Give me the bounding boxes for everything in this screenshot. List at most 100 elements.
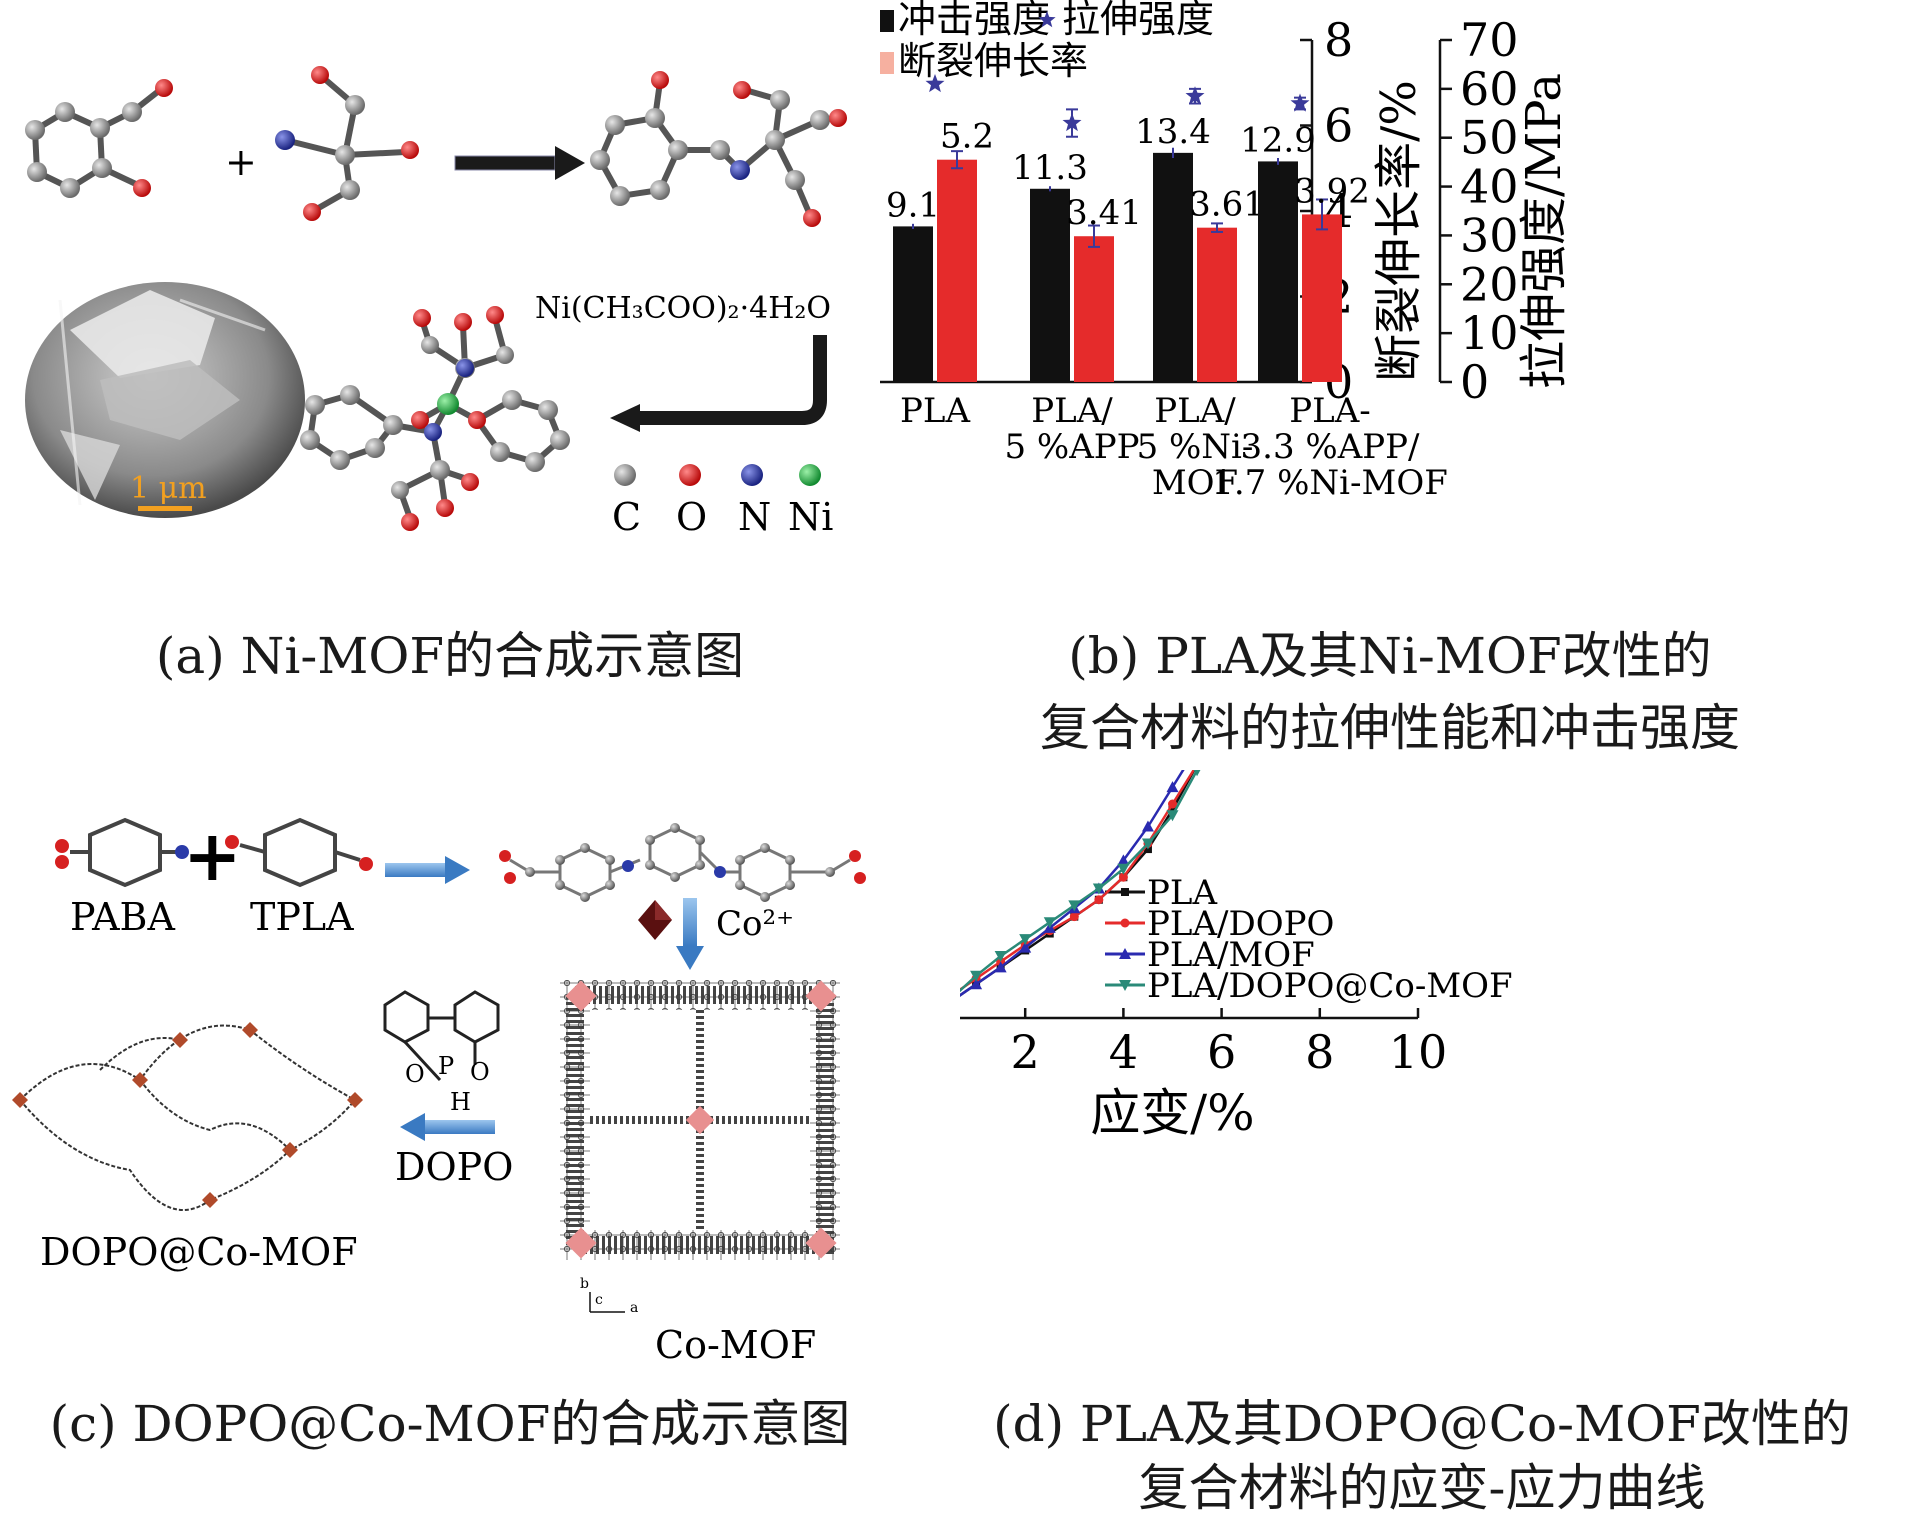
legend-ni: Ni bbox=[788, 495, 833, 539]
data-point bbox=[1068, 900, 1081, 912]
tensile-star-marker bbox=[1290, 93, 1310, 112]
dopo-co-mof-network bbox=[19, 1024, 356, 1211]
right2-tick-label: 60 bbox=[1460, 62, 1519, 116]
category-label: PLA/ bbox=[1154, 391, 1236, 431]
right2-tick-label: 30 bbox=[1460, 208, 1519, 262]
impact-data-label: 12.9 bbox=[1240, 120, 1316, 160]
category-label: PLA bbox=[900, 391, 970, 431]
impact-bar bbox=[1258, 161, 1298, 382]
sem-micrograph: 1 μm bbox=[25, 282, 305, 518]
data-point bbox=[1193, 770, 1201, 777]
x-tick-label: 4 bbox=[1109, 1025, 1138, 1079]
legend-marker-tensile bbox=[1038, 11, 1056, 28]
dopo-atom-h: H bbox=[450, 1088, 471, 1116]
tpla-molecule bbox=[239, 817, 361, 888]
blue-arrow-down-icon bbox=[676, 898, 704, 970]
right1-y-axis-title: 断裂伸长率/% bbox=[1371, 80, 1427, 382]
right1-tick-label: 8 bbox=[1324, 13, 1353, 67]
right2-tick-label: 0 bbox=[1460, 355, 1489, 409]
data-point bbox=[970, 978, 983, 990]
elongation-data-label: 5.2 bbox=[940, 117, 994, 157]
data-point bbox=[1166, 781, 1179, 793]
legend-marker bbox=[1120, 918, 1130, 928]
elongation-data-label: 3.92 bbox=[1294, 171, 1370, 211]
data-point bbox=[994, 951, 1007, 963]
impact-data-label: 11.3 bbox=[1012, 148, 1088, 188]
category-label: MOF bbox=[1152, 463, 1238, 503]
right2-tick-label: 40 bbox=[1460, 160, 1519, 214]
data-point bbox=[1141, 838, 1154, 850]
panel-a-ni-mof-synthesis: + Ni(CH₃COO)₂·4H₂O bbox=[25, 66, 847, 539]
cobalt-octahedron-icon bbox=[638, 900, 672, 940]
legend-label-impact: 冲击强度 bbox=[898, 0, 1050, 41]
right2-y-axis-title: 拉伸强度/MPa bbox=[1516, 73, 1572, 389]
elongation-bar bbox=[1074, 236, 1114, 382]
legend-c: C bbox=[612, 495, 641, 539]
dopo-atom-o1: O bbox=[405, 1060, 425, 1088]
data-point bbox=[1166, 810, 1179, 822]
elongation-bar bbox=[1302, 214, 1342, 382]
paba-molecule bbox=[70, 817, 178, 888]
x-tick-label: 8 bbox=[1305, 1025, 1334, 1079]
legend-label-elongation: 断裂伸长率 bbox=[898, 39, 1088, 83]
data-point bbox=[1019, 941, 1032, 953]
x-tick-label: 10 bbox=[1389, 1025, 1448, 1079]
category-label: 5 %Ni- bbox=[1137, 427, 1254, 467]
data-point bbox=[1117, 863, 1130, 875]
caption-c: (c) DOPO@Co-MOF的合成示意图 bbox=[49, 1395, 851, 1453]
paba-label: PABA bbox=[70, 895, 175, 939]
co-mof-framework: b c a bbox=[560, 980, 840, 1316]
x-tick-label: 2 bbox=[1011, 1025, 1040, 1079]
plus-sign-a: + bbox=[225, 140, 257, 184]
elongation-data-label: 3.61 bbox=[1189, 185, 1265, 225]
impact-data-label: 13.4 bbox=[1135, 112, 1211, 152]
legend-label: PLA/DOPO@Co-MOF bbox=[1147, 966, 1513, 1006]
data-point bbox=[994, 961, 1007, 973]
tensile-star-marker bbox=[1185, 86, 1205, 105]
arrow-right-icon bbox=[454, 146, 585, 180]
co-mof-label: Co-MOF bbox=[655, 1323, 816, 1367]
bent-arrow-icon bbox=[610, 335, 827, 432]
line-chart-panel-d: 51525354555650246810应变/%应力/MPaPLAPLA/DOP… bbox=[960, 770, 1513, 1142]
axis-label-a: a bbox=[630, 1300, 638, 1316]
right2-tick-label: 20 bbox=[1460, 257, 1519, 311]
cobalt-ion-label: Co²⁺ bbox=[716, 904, 794, 944]
dopo-atom-p: P bbox=[438, 1052, 454, 1080]
atom-legend: C O N Ni bbox=[612, 464, 833, 539]
data-point bbox=[1019, 934, 1032, 946]
dopo-co-mof-label: DOPO@Co-MOF bbox=[40, 1230, 358, 1274]
data-point bbox=[1168, 805, 1177, 814]
right1-tick-label: 6 bbox=[1324, 99, 1353, 153]
right2-tick-label: 50 bbox=[1460, 111, 1519, 165]
caption-a: (a) Ni-MOF的合成示意图 bbox=[155, 627, 745, 685]
data-point bbox=[1043, 917, 1056, 929]
plus-sign-c: + bbox=[183, 814, 242, 897]
caption-d-line1: (d) PLA及其DOPO@Co-MOF改性的 bbox=[993, 1395, 1851, 1453]
caption-b-line1: (b) PLA及其Ni-MOF改性的 bbox=[1068, 627, 1712, 685]
legend-marker bbox=[1119, 980, 1131, 991]
category-label: 3.3 %APP/ bbox=[1241, 427, 1420, 467]
axis-label-b: b bbox=[580, 1276, 589, 1292]
category-label: 5 %APP bbox=[1004, 427, 1139, 467]
legend-o: O bbox=[676, 495, 707, 539]
legend-marker bbox=[1121, 888, 1129, 896]
panel-c-dopo-co-mof-synthesis: PABA + TPLA Co²⁺ bbox=[12, 814, 866, 1367]
legend-label: PLA bbox=[1147, 873, 1217, 913]
category-label: PLA- bbox=[1289, 391, 1371, 431]
legend-n: N bbox=[738, 495, 771, 539]
nickel-atom bbox=[437, 393, 459, 415]
data-point bbox=[970, 970, 983, 982]
x-axis-title: 应变/% bbox=[1090, 1084, 1254, 1142]
data-point bbox=[1141, 820, 1154, 832]
caption-d-line2: 复合材料的应变-应力曲线 bbox=[1138, 1459, 1706, 1517]
data-point bbox=[1168, 799, 1177, 809]
legend-swatch-impact bbox=[880, 10, 894, 32]
impact-bar bbox=[1030, 188, 1070, 382]
legend-label: PLA/MOF bbox=[1147, 935, 1315, 975]
dopo-molecule bbox=[383, 990, 500, 1082]
tpla-label: TPLA bbox=[250, 895, 354, 939]
scale-bar-label: 1 μm bbox=[130, 471, 207, 506]
impact-bar bbox=[1153, 152, 1193, 382]
legend-marker bbox=[1119, 948, 1131, 959]
legend-label: PLA/DOPO bbox=[1147, 904, 1334, 944]
